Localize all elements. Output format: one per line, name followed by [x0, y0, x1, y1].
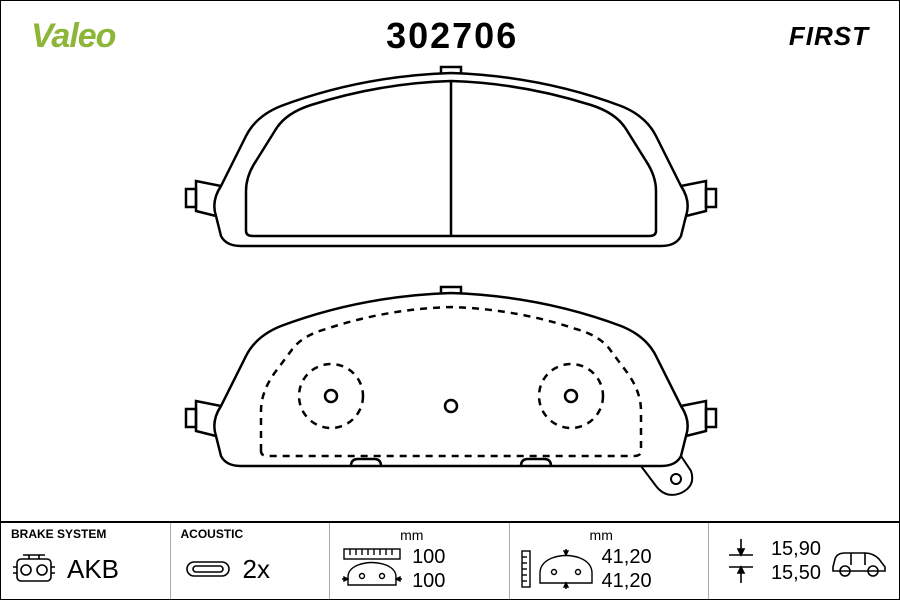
part-number: 302706 [386, 15, 518, 57]
technical-drawing [1, 61, 899, 521]
height-icon [520, 547, 594, 591]
width-icon [340, 547, 404, 591]
spec-label: ACOUSTIC [181, 527, 320, 541]
spec-value: 15,50 [771, 561, 821, 585]
thickness-icon [719, 537, 763, 585]
unit-label: mm [590, 527, 698, 543]
caliper-icon [11, 549, 59, 589]
spec-footer: BRAKE SYSTEM AKB ACOUSTIC [1, 521, 899, 599]
acoustic-clip-icon [181, 554, 235, 584]
spec-value: 100 [412, 569, 445, 593]
pad-upper [186, 67, 716, 246]
series-logo: FIRST [789, 21, 869, 52]
spec-height: mm 41,20 41,20 [510, 523, 709, 599]
spec-width: mm 100 1 [330, 523, 509, 599]
spec-value: 41,20 [602, 545, 652, 569]
unit-label: mm [400, 527, 498, 543]
pad-lower [186, 287, 716, 495]
spec-value: 100 [412, 545, 445, 569]
spec-value: 41,20 [602, 569, 652, 593]
spec-value: 15,90 [771, 537, 821, 561]
spec-value: 2x [243, 554, 270, 585]
spec-brake-system: BRAKE SYSTEM AKB [1, 523, 171, 599]
header: Valeo 302706 FIRST [1, 1, 899, 61]
car-icon [829, 543, 889, 579]
spec-value: AKB [67, 554, 119, 585]
spec-acoustic: ACOUSTIC 2x [171, 523, 331, 599]
spec-label: BRAKE SYSTEM [11, 527, 160, 541]
spec-thickness: 15,90 15,50 [709, 523, 899, 599]
brand-logo: Valeo [31, 17, 115, 56]
